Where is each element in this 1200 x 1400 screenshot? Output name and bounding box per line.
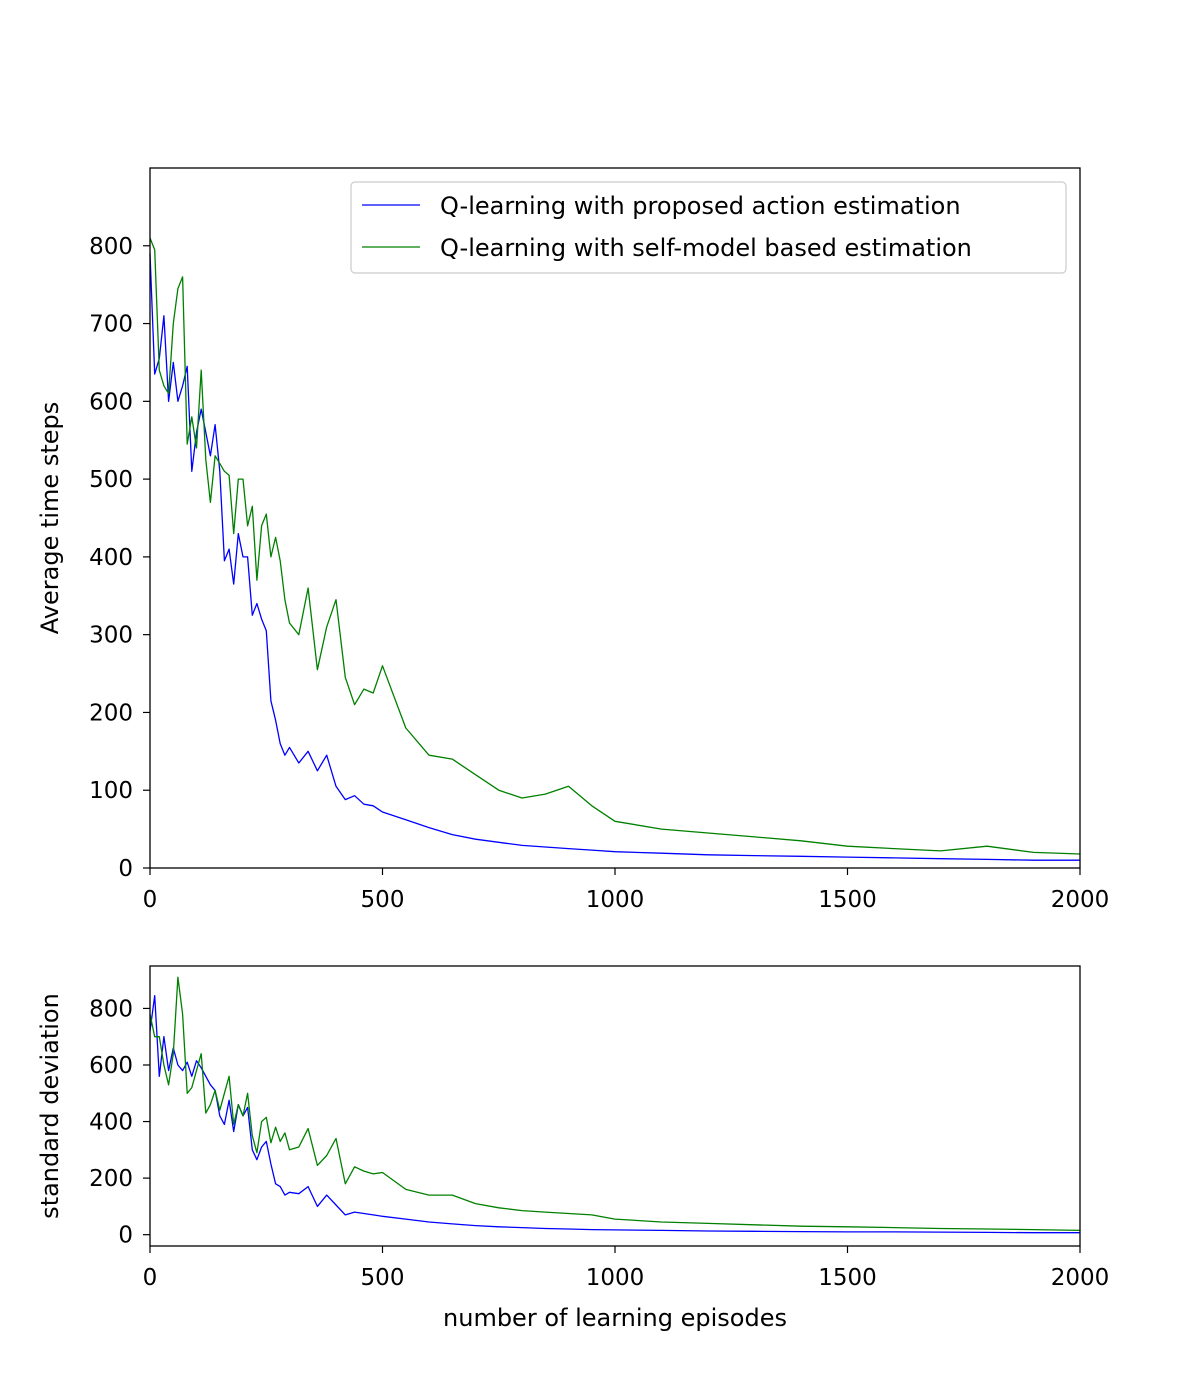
bottom-y-tick-label: 400 <box>89 1110 133 1136</box>
top-x-tick-label: 2000 <box>1051 887 1110 913</box>
bottom-y-tick-label: 600 <box>89 1053 133 1079</box>
bottom-y-tick-label: 800 <box>89 996 133 1022</box>
bottom-x-tick-label: 2000 <box>1051 1265 1110 1291</box>
bottom-x-tick-label: 0 <box>143 1265 158 1291</box>
bottom-x-tick-label: 1500 <box>818 1265 877 1291</box>
top-y-tick-label: 300 <box>89 623 133 649</box>
top-y-tick-label: 500 <box>89 467 133 493</box>
top-y-tick-label: 100 <box>89 778 133 804</box>
top-y-axis-label: Average time steps <box>36 402 64 634</box>
bottom-x-tick-label: 1000 <box>586 1265 645 1291</box>
top-y-tick-label: 700 <box>89 312 133 338</box>
bottom-y-axis-label: standard deviation <box>36 993 64 1219</box>
top-y-tick-label: 800 <box>89 234 133 260</box>
top-x-tick-label: 0 <box>143 887 158 913</box>
bottom-series-line-proposed <box>149 995 1080 1234</box>
top-series-lines <box>149 237 1081 861</box>
top-y-tick-label: 400 <box>89 545 133 571</box>
top-series-line-self-model <box>149 237 1081 855</box>
bottom-series-lines <box>149 976 1081 1234</box>
bottom-y-tick-label: 0 <box>118 1223 133 1249</box>
bottom-x-tick-label: 500 <box>361 1265 405 1291</box>
bottom-panel: 0 500 1000 1500 2000 0 200 400 600 800 standard … <box>36 965 1110 1332</box>
bottom-x-axis-label: number of learning episodes <box>443 1304 787 1332</box>
top-x-ticks: 0 500 1000 1500 2000 <box>143 868 1110 913</box>
top-x-tick-label: 1000 <box>586 887 645 913</box>
legend-box <box>350 181 1067 274</box>
legend-label-self-model: Q-learning with self-model based estimat… <box>440 234 972 262</box>
bottom-y-ticks: 0 200 400 600 800 <box>89 996 150 1249</box>
top-series-line-proposed <box>149 253 1080 861</box>
top-y-tick-label: 0 <box>118 856 133 882</box>
top-y-tick-label: 200 <box>89 700 133 726</box>
legend-label-proposed: Q-learning with proposed action estimati… <box>440 192 961 220</box>
top-y-tick-label: 600 <box>89 389 133 415</box>
top-x-tick-label: 1500 <box>818 887 877 913</box>
top-x-tick-label: 500 <box>361 887 405 913</box>
top-panel: 0 500 1000 1500 2000 0 100 200 300 400 500 600 700 8… <box>36 167 1110 913</box>
bottom-series-line-self-model <box>149 976 1081 1232</box>
legend: Q-learning with proposed action estimati… <box>350 181 1067 274</box>
top-y-ticks: 0 100 200 300 400 500 600 700 800 <box>89 234 150 882</box>
bottom-y-tick-label: 200 <box>89 1166 133 1192</box>
bottom-x-ticks: 0 500 1000 1500 2000 <box>143 1246 1110 1291</box>
